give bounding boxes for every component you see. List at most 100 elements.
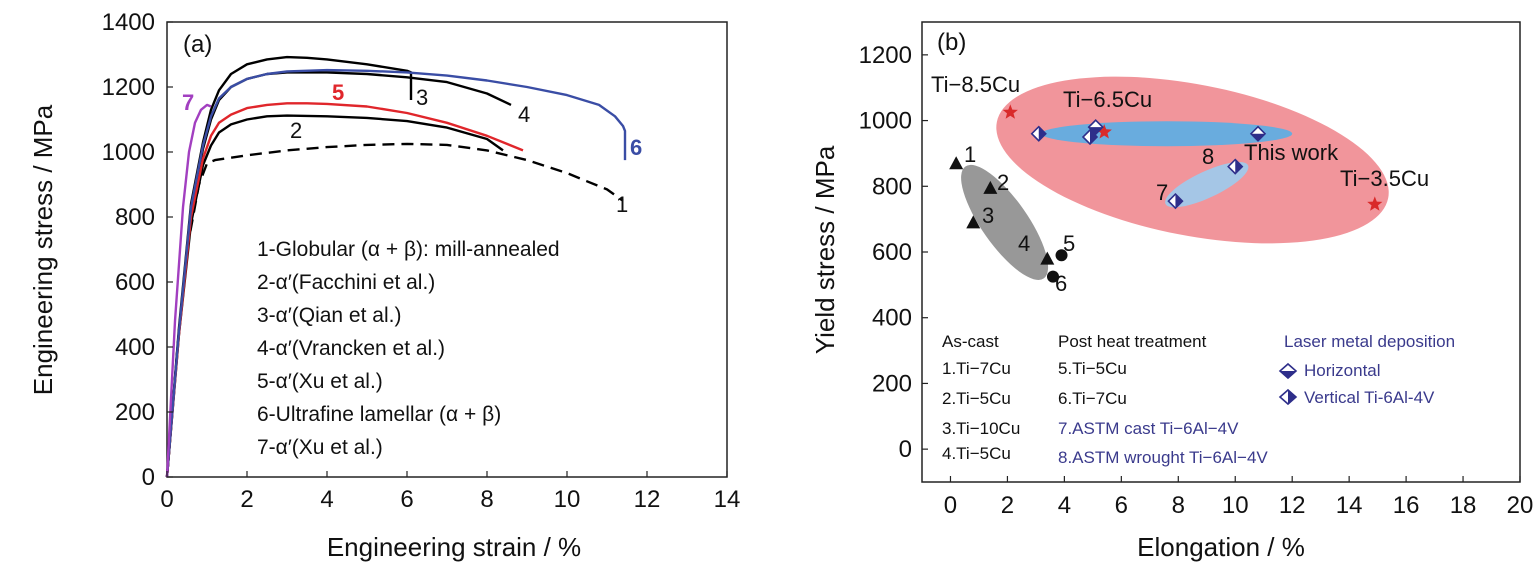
panel-a-y-tick-label: 200 [115,399,155,426]
panel-a-y-tick-label: 0 [142,464,155,491]
point-label-3: 3 [982,203,994,228]
legend-post-heat-5: 5.Ti−5Cu [1058,359,1127,378]
marker-star-3 [1367,196,1383,211]
panel-b-legend: As-cast 1.Ti−7Cu 2.Ti−5Cu 3.Ti−10Cu 4.Ti… [942,332,1455,467]
region-ellipse-3 [1165,162,1249,208]
legend-laser-horizontal: Horizontal [1304,361,1381,380]
marker-circle-2 [1046,270,1059,283]
marker-triangle-4 [1040,251,1055,265]
region-label-this-work: This work [1244,140,1339,165]
panel-a-x-tick-label: 6 [400,486,413,513]
stress-strain-curve-5 [165,102,524,478]
panel-b-y-tick-label: 0 [899,436,912,463]
legend-laser-vertical: Vertical Ti-6Al-4V [1304,388,1435,407]
panel-b-y-tick-label: 1200 [859,42,912,69]
point-label-ti-6-5cu: Ti−6.5Cu [1063,87,1152,112]
panel-a-y-tick-label: 1200 [102,74,155,101]
panel-a-x-tick-label: 2 [240,486,253,513]
point-label-8: 8 [1202,144,1214,169]
legend-as-cast-4: 4.Ti−5Cu [942,444,1011,463]
panel-a-legend: 1-Globular (α + β): mill-annealed 2-α′(F… [257,238,560,459]
legend-horizontal-diamond-fill [1280,371,1296,378]
point-label-ti-8-5cu: Ti−8.5Cu [931,72,1020,97]
legend-vertical-diamond-fill [1288,390,1296,404]
panel-b-x-tick-label: 8 [1172,492,1185,519]
stress-strain-curve-1 [165,142,624,478]
marker-diamond-v-2 [1081,128,1099,146]
panel-a-x-tick-label: 4 [320,486,333,513]
marker-triangle-1 [949,156,964,170]
panel-b-x-tick-label: 20 [1507,492,1534,519]
marker-diamond-v-1 [1030,125,1047,142]
panel-a-y-axis-title: Engineering stress / MPa [28,104,58,395]
panel-a-y-tick-label: 400 [115,334,155,361]
panel-b-x-tick-label: 12 [1279,492,1306,519]
legend-entry-2: 2-α′(Facchini et al.) [257,271,435,294]
point-label-7: 7 [1156,180,1168,205]
marker-triangle-2 [983,180,998,194]
marker-diamond-h-1 [1087,119,1104,136]
panel-b-label: (b) [937,29,966,56]
legend-title-as-cast: As-cast [942,332,999,351]
point-label-ti-3-5cu: Ti−3.5Cu [1340,166,1429,191]
panel-b-y-tick-label: 400 [872,305,912,332]
legend-entry-3: 3-α′(Qian et al.) [257,304,401,327]
panel-b-x-tick-label: 6 [1115,492,1128,519]
panel-b-x-tick-label: 0 [944,492,957,519]
point-label-6: 6 [1055,271,1067,296]
legend-title-post-heat: Post heat treatment [1058,332,1207,351]
stress-strain-curve-6 [165,68,627,478]
legend-as-cast-2: 2.Ti−5Cu [942,389,1011,408]
panel-a-y-tick-label: 1400 [102,9,155,36]
panel-a-x-axis-title: Engineering strain / % [327,532,581,562]
legend-entry-1: 1-Globular (α + β): mill-annealed [257,238,560,261]
panel-b-x-tick-label: 10 [1222,492,1249,519]
panel-a-y-tick-label: 1000 [102,139,155,166]
stress-strain-curve-2 [165,114,504,478]
legend-as-cast-3: 3.Ti−10Cu [942,419,1020,438]
panel-b-x-tick-label: 18 [1450,492,1477,519]
marker-triangle-3 [966,215,981,229]
point-label-1: 1 [964,142,976,167]
region-ellipse-1 [996,76,1389,244]
curve-label-2: 2 [290,118,302,143]
panel-a-plot-frame [166,21,728,478]
panel-a-x-tick-label: 12 [634,486,661,513]
legend-as-cast-1: 1.Ti−7Cu [942,359,1011,378]
legend-post-heat-8: 8.ASTM wrought Ti−6Al−4V [1058,448,1268,467]
panel-a-y-tick-label: 600 [115,269,155,296]
panel-a-x-tick-label: 14 [714,486,741,513]
panel-b-y-tick-label: 1000 [859,108,912,135]
legend-entry-7: 7-α′(Xu et al.) [257,436,383,459]
panel-b-points [949,104,1383,283]
panel-b-x-tick-label: 16 [1393,492,1420,519]
panel-b-y-tick-label: 600 [872,239,912,266]
marker-diamond-h-2 [1249,125,1267,142]
panel-b-x-tick-label: 14 [1336,492,1363,519]
panel-a-curves [165,55,627,478]
curve-label-5: 5 [332,80,344,105]
legend-entry-4: 4-α′(Vrancken et al.) [257,337,445,360]
marker-star-2 [1096,124,1112,139]
region-ellipse-4 [961,164,1049,280]
legend-title-laser: Laser metal deposition [1284,332,1455,351]
point-label-4: 4 [1018,231,1030,256]
panel-a-x-tick-label: 0 [160,486,173,513]
marker-circle-1 [1055,249,1068,262]
panel-b-y-axis-title: Yield stress / MPa [810,145,840,354]
legend-entry-5: 5-α′(Xu et al.) [257,370,383,393]
legend-entry-6: 6-Ultrafine lamellar (α + β) [257,403,501,426]
stress-strain-curve-7 [165,103,212,478]
panel-b-x-axis-title: Elongation / % [1137,532,1305,562]
marker-diamond-v-3 [1227,158,1244,175]
curve-label-1: 1 [616,192,628,217]
panel-b-x-tick-label: 2 [1001,492,1014,519]
panel-a-x-tick-label: 8 [480,486,493,513]
marker-star-1 [1002,104,1018,119]
curve-label-7: 7 [182,90,194,115]
